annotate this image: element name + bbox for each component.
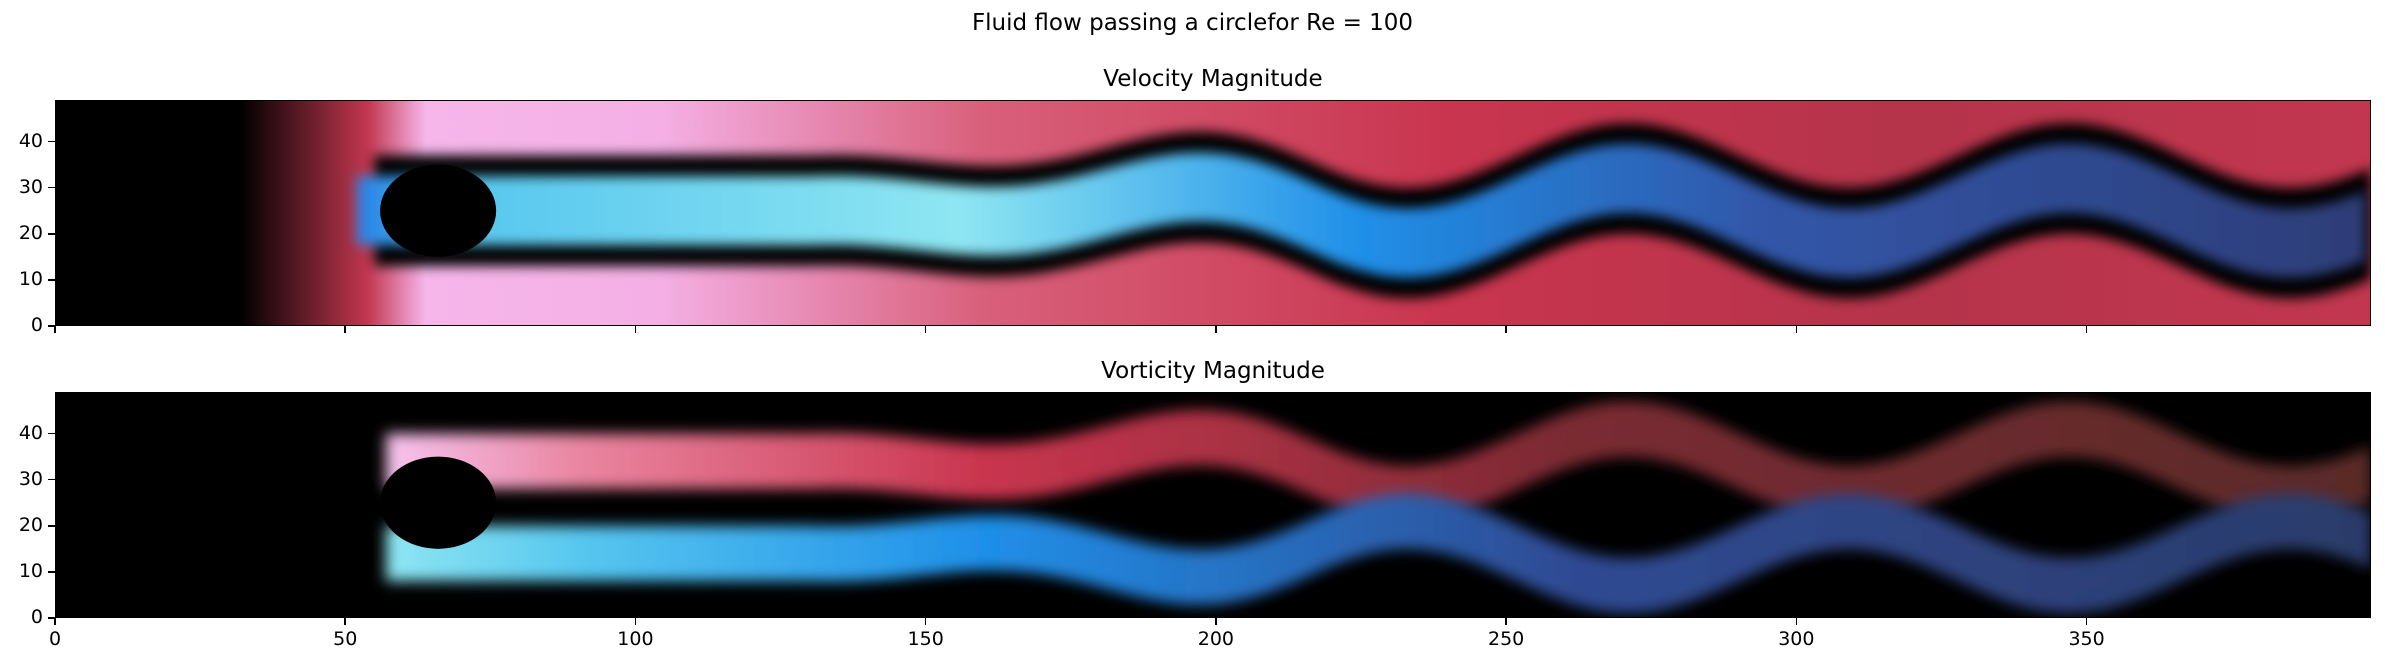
y-tick-mark	[48, 478, 55, 481]
vorticity-lower-shear-layer	[385, 493, 2371, 614]
x-tick-mark	[2085, 618, 2088, 625]
velocity-chart-title: Velocity Magnitude	[1103, 66, 1323, 92]
velocity-chart: 0 10 20 30 40	[19, 100, 2372, 336]
y-tick-mark	[48, 233, 55, 235]
x-tick-label: 200	[1197, 628, 1235, 650]
x-tick-mark	[634, 618, 637, 625]
y-tick-mark	[48, 279, 55, 281]
y-tick-label: 40	[18, 421, 43, 444]
x-tick-mark	[54, 326, 56, 333]
x-tick-mark	[924, 326, 927, 333]
y-tick-label: 30	[18, 175, 43, 198]
x-tick-mark	[1795, 618, 1798, 625]
x-tick-label: 50	[333, 628, 358, 650]
y-tick-label: 20	[18, 513, 43, 536]
y-tick-label: 10	[18, 559, 43, 582]
y-tick-label: 0	[30, 314, 43, 336]
x-tick-label: 300	[1778, 628, 1815, 650]
x-tick-mark	[2085, 326, 2088, 333]
x-tick-mark	[1505, 326, 1507, 333]
x-tick-mark	[1795, 326, 1798, 333]
vorticity-shear-layers	[385, 401, 2371, 614]
y-tick-mark	[48, 186, 55, 189]
x-tick-mark	[924, 618, 927, 625]
vorticity-upper-shear-layer	[385, 401, 2371, 522]
x-tick-mark	[1505, 618, 1507, 625]
y-tick-mark	[48, 325, 55, 327]
x-tick-label: 100	[617, 628, 654, 650]
x-tick-label: 250	[1487, 628, 1525, 650]
vorticity-heatmap	[55, 392, 2371, 618]
x-tick-mark	[1215, 326, 1217, 333]
velocity-wake	[356, 123, 2372, 299]
x-tick-label: 0	[48, 628, 62, 650]
velocity-cylinder-obstacle	[380, 164, 497, 257]
y-tick-mark	[48, 525, 55, 527]
vorticity-cylinder-obstacle	[380, 456, 497, 549]
vorticity-chart-title: Vorticity Magnitude	[1101, 358, 1325, 384]
velocity-heatmap	[55, 100, 2372, 326]
y-tick-label: 20	[18, 221, 43, 244]
figure-title: Fluid flow passing a circlefor Re = 100	[971, 10, 1414, 36]
velocity-wake-core	[356, 143, 2366, 278]
y-tick-label: 30	[18, 467, 43, 490]
y-tick-label: 0	[30, 606, 43, 628]
y-tick-label: 40	[18, 129, 43, 152]
x-tick-label: 150	[907, 628, 944, 650]
x-tick-mark	[54, 618, 56, 625]
x-tick-mark	[634, 326, 637, 333]
x-tick-mark	[344, 618, 346, 625]
x-tick-label: 350	[2068, 628, 2105, 650]
y-tick-mark	[48, 617, 55, 619]
vorticity-chart: 0 10 20 30 40 0 50 100 150 200 250 300 350	[19, 392, 2371, 650]
x-tick-mark	[1215, 618, 1217, 625]
y-tick-mark	[48, 140, 55, 143]
y-tick-label: 10	[18, 267, 43, 290]
y-tick-mark	[48, 432, 55, 435]
y-tick-mark	[48, 571, 55, 573]
x-tick-mark	[344, 326, 346, 333]
